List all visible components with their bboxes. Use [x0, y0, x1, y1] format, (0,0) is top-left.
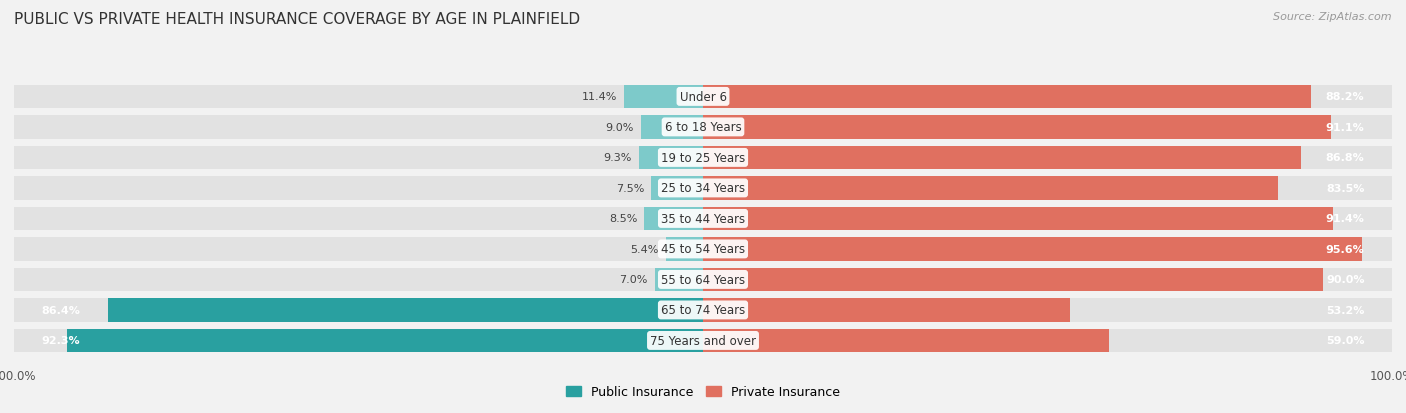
Text: 19 to 25 Years: 19 to 25 Years [661, 152, 745, 164]
Bar [703, 268, 1323, 292]
Bar [624, 85, 703, 109]
Bar [14, 268, 1392, 292]
Text: 45 to 54 Years: 45 to 54 Years [661, 243, 745, 256]
Text: 95.6%: 95.6% [1326, 244, 1364, 254]
Bar [644, 207, 703, 231]
Bar [703, 146, 1301, 170]
Bar [14, 237, 1392, 261]
Text: 9.0%: 9.0% [606, 123, 634, 133]
Text: 11.4%: 11.4% [582, 92, 617, 102]
Bar [14, 146, 1392, 170]
Bar [14, 207, 1392, 231]
Bar [703, 237, 1361, 261]
Legend: Public Insurance, Private Insurance: Public Insurance, Private Insurance [561, 380, 845, 404]
Text: 88.2%: 88.2% [1326, 92, 1364, 102]
Bar [638, 146, 703, 170]
Text: 92.3%: 92.3% [42, 336, 80, 346]
Text: 6 to 18 Years: 6 to 18 Years [665, 121, 741, 134]
Bar [14, 329, 1392, 352]
Text: 59.0%: 59.0% [1326, 336, 1364, 346]
Bar [14, 177, 1392, 200]
Text: 55 to 64 Years: 55 to 64 Years [661, 273, 745, 286]
Text: 86.8%: 86.8% [1326, 153, 1364, 163]
Bar [108, 298, 703, 322]
Bar [67, 329, 703, 352]
Bar [641, 116, 703, 140]
Text: 91.1%: 91.1% [1326, 123, 1364, 133]
Bar [703, 116, 1330, 140]
Text: 7.0%: 7.0% [620, 275, 648, 285]
Text: Under 6: Under 6 [679, 91, 727, 104]
Bar [14, 85, 1392, 109]
Text: 91.4%: 91.4% [1326, 214, 1364, 224]
Bar [703, 85, 1310, 109]
Text: 9.3%: 9.3% [603, 153, 633, 163]
Bar [655, 268, 703, 292]
Bar [651, 177, 703, 200]
Text: 65 to 74 Years: 65 to 74 Years [661, 304, 745, 317]
Bar [666, 237, 703, 261]
Bar [703, 329, 1109, 352]
Text: 90.0%: 90.0% [1326, 275, 1364, 285]
Text: 83.5%: 83.5% [1326, 183, 1364, 193]
Bar [703, 177, 1278, 200]
Text: 35 to 44 Years: 35 to 44 Years [661, 212, 745, 225]
Text: Source: ZipAtlas.com: Source: ZipAtlas.com [1274, 12, 1392, 22]
Text: 53.2%: 53.2% [1326, 305, 1364, 315]
Bar [14, 116, 1392, 140]
Text: 25 to 34 Years: 25 to 34 Years [661, 182, 745, 195]
Bar [703, 207, 1333, 231]
Bar [14, 298, 1392, 322]
Text: 75 Years and over: 75 Years and over [650, 334, 756, 347]
Text: PUBLIC VS PRIVATE HEALTH INSURANCE COVERAGE BY AGE IN PLAINFIELD: PUBLIC VS PRIVATE HEALTH INSURANCE COVER… [14, 12, 581, 27]
Text: 7.5%: 7.5% [616, 183, 644, 193]
Text: 86.4%: 86.4% [42, 305, 80, 315]
Text: 8.5%: 8.5% [609, 214, 637, 224]
Bar [703, 298, 1070, 322]
Text: 5.4%: 5.4% [630, 244, 659, 254]
